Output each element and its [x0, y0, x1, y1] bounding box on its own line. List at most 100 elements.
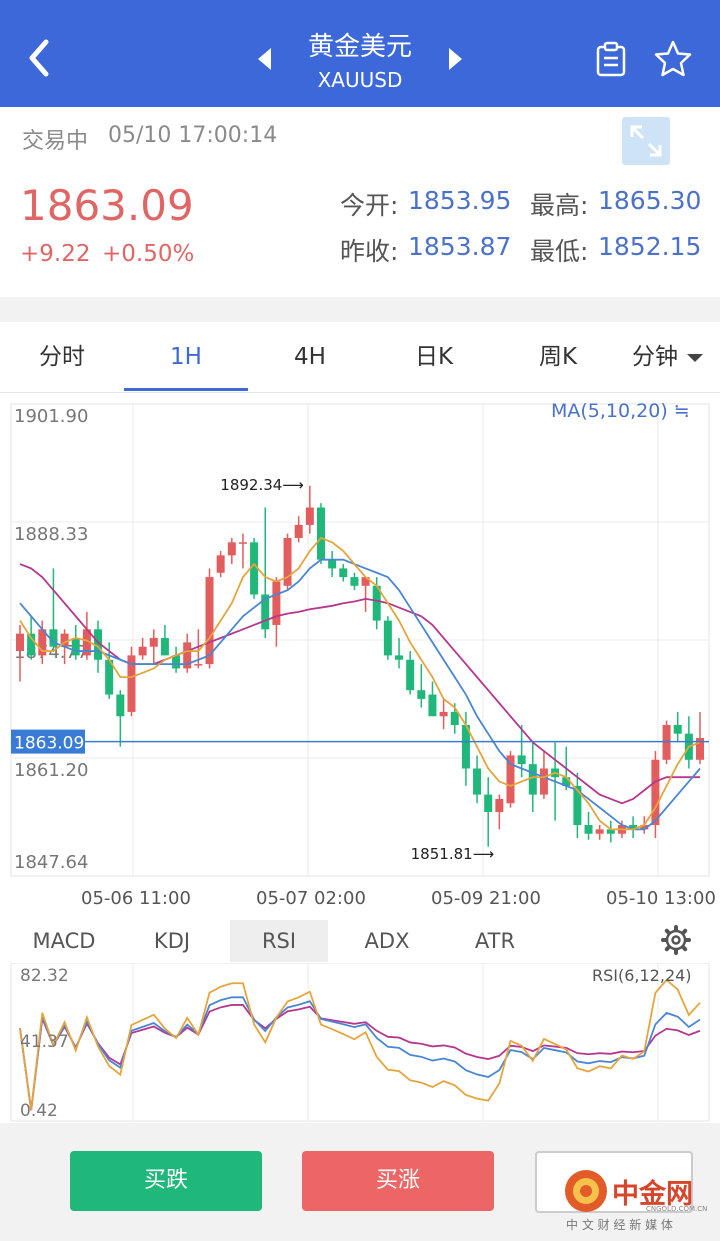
tab-adx[interactable]: ADX	[364, 929, 410, 953]
candle-body	[49, 629, 58, 647]
y-axis-label: 1861.20	[14, 760, 88, 781]
candle-body	[127, 655, 136, 712]
high-label: 最高:	[530, 191, 589, 220]
brand-logo-icon	[565, 1170, 607, 1212]
y-axis-label: 1847.64	[14, 852, 88, 873]
tab-1h[interactable]: 1H	[170, 344, 202, 370]
rsi12-line	[19, 996, 701, 1111]
candle-body	[573, 785, 582, 826]
dropdown-caret-icon[interactable]	[686, 352, 704, 364]
ma5-line	[19, 536, 701, 831]
last-price: 1863.09	[20, 181, 194, 230]
candle-body	[651, 759, 660, 826]
candle-body	[517, 755, 526, 765]
candle-body	[395, 655, 404, 660]
candle-body	[361, 577, 370, 586]
symbol-name: 黄金美元	[307, 32, 412, 62]
candle-body	[194, 664, 203, 666]
symbol-code: XAUUSD	[317, 68, 403, 92]
rsi24-line	[19, 1004, 701, 1111]
candle-body	[94, 629, 103, 660]
candle-body	[183, 642, 192, 669]
y-axis-label: 1901.90	[14, 406, 88, 427]
section-divider	[0, 297, 720, 322]
rsi-y-label-mid: 41.37	[20, 1032, 69, 1052]
candle-body	[71, 637, 80, 656]
candle-body	[283, 537, 292, 586]
tab-timeshare[interactable]: 分时	[39, 344, 85, 370]
candle-body	[696, 738, 704, 760]
candle-body	[250, 542, 259, 595]
candle-body	[38, 629, 47, 656]
sell-button[interactable]: 买跌	[70, 1151, 262, 1211]
low-value: 1852.15	[598, 232, 702, 261]
favorite-star-icon[interactable]	[653, 39, 693, 79]
tab-kdj[interactable]: KDJ	[153, 929, 191, 953]
settings-gear-icon[interactable]	[661, 925, 691, 955]
prev-close-value: 1853.87	[408, 232, 512, 261]
candlestick-chart[interactable]: 1901.901888.331874.771861.201847.641863.…	[0, 394, 720, 880]
brand-slogan: 中 文 财 经 新 媒 体	[566, 1218, 673, 1232]
tab-daily[interactable]: 日K	[414, 344, 454, 370]
tab-minutes[interactable]: 分钟	[632, 344, 678, 370]
tab-rsi[interactable]: RSI	[230, 920, 328, 962]
candle-body	[450, 711, 459, 725]
prev-symbol-icon[interactable]	[255, 46, 273, 72]
rsi-y-label-bottom: 0.42	[20, 1101, 58, 1121]
fullscreen-icon[interactable]	[622, 117, 670, 165]
candle-body	[417, 690, 426, 699]
candle-body	[506, 755, 515, 804]
trading-status: 交易中	[22, 129, 89, 154]
candle-body	[428, 694, 437, 717]
rsi-frame	[10, 963, 710, 1122]
candle-body	[372, 585, 381, 621]
low-marker: 1851.81⟶	[411, 845, 495, 863]
ma10-line	[19, 558, 701, 831]
prev-close-label: 昨收:	[340, 237, 399, 266]
candle-body	[584, 825, 593, 834]
high-value: 1865.30	[598, 186, 702, 215]
buy-button[interactable]: 买涨	[302, 1151, 494, 1211]
candle-body	[105, 659, 114, 695]
candle-body	[528, 764, 537, 795]
rsi6-line	[19, 978, 701, 1111]
price-change-pct: +0.50%	[102, 241, 195, 267]
candle-body	[149, 637, 158, 647]
candle-body	[82, 629, 91, 656]
next-symbol-icon[interactable]	[447, 46, 465, 72]
current-price-tag: 1863.09	[14, 734, 84, 754]
rsi-chart[interactable]	[0, 963, 720, 1123]
tab-4h[interactable]: 4H	[294, 344, 326, 370]
candle-body	[328, 559, 337, 569]
candle-body	[629, 825, 638, 830]
app-header: 黄金美元 XAUUSD	[0, 0, 720, 107]
candle-body	[216, 555, 225, 573]
tab-atr[interactable]: ATR	[474, 929, 516, 953]
candle-body	[272, 581, 281, 625]
tab-weekly[interactable]: 周K	[538, 344, 578, 370]
candle-body	[606, 829, 615, 834]
candle-body	[473, 768, 482, 795]
clipboard-icon[interactable]	[594, 40, 628, 78]
candle-body	[339, 568, 348, 578]
candle-body	[238, 542, 247, 544]
price-change: +9.22	[20, 241, 91, 267]
ma20-line	[19, 563, 700, 805]
x-label-1: 05-06 11:00	[81, 888, 191, 909]
third-action-button[interactable]	[535, 1151, 693, 1213]
candle-body	[406, 659, 415, 691]
ma-legend[interactable]: MA(5,10,20) ≒	[551, 400, 690, 422]
y-axis-label: 1888.33	[14, 524, 88, 545]
candle-body	[495, 798, 504, 812]
x-label-2: 05-07 02:00	[256, 888, 366, 909]
candle-body	[294, 524, 303, 538]
candle-body	[16, 633, 24, 652]
candle-body	[439, 711, 448, 717]
candle-body	[461, 724, 470, 769]
candle-body	[138, 646, 147, 656]
brand-name: 中金网	[612, 1179, 693, 1210]
ma-settings-icon[interactable]: ≒	[667, 400, 690, 422]
back-arrow-icon[interactable]	[26, 38, 54, 78]
candle-body	[316, 507, 325, 560]
tab-macd[interactable]: MACD	[32, 929, 96, 953]
